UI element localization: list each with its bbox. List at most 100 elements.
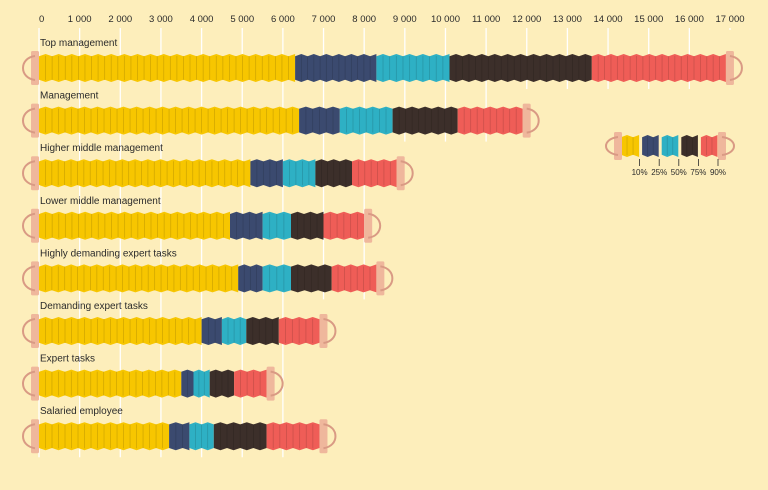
bar-handle-right-loop — [323, 423, 337, 450]
bar-handle-right — [319, 419, 337, 454]
bar-handle-right-plate — [376, 261, 385, 296]
bar-segment — [331, 264, 377, 293]
bar-handle-left-plate — [31, 51, 39, 85]
x-tick-label: 13 000 — [553, 14, 582, 25]
bar-handle-left — [22, 366, 39, 401]
bar-segment-pleats — [45, 161, 245, 186]
bar-handle-right-plate — [266, 366, 275, 401]
bar-row: Management — [22, 91, 540, 138]
bar-handle-left — [22, 208, 39, 243]
bar-segment-pleats — [285, 319, 314, 343]
bar-segment — [230, 211, 263, 240]
legend-handle-right — [718, 132, 735, 160]
bar-segment-pleats — [45, 371, 176, 396]
bar-segment-pleats — [300, 56, 371, 80]
bar-handle-right-loop — [400, 160, 414, 187]
legend-swatch — [642, 135, 659, 157]
bar-handle-left-loop — [22, 423, 36, 450]
bar-handle-right — [725, 51, 743, 85]
legend-swatch-pleats — [706, 137, 713, 155]
bar-segment-pleats — [297, 213, 318, 238]
bar-segment-pleats — [321, 161, 347, 186]
bar-segment — [39, 317, 202, 345]
legend-label: 10% — [632, 168, 648, 177]
bar-segment-pleats — [45, 266, 233, 291]
bar-handle-right — [364, 208, 382, 243]
legend-swatch — [621, 135, 640, 157]
bar-segment — [39, 159, 251, 188]
bar-handle-left — [22, 314, 39, 348]
bar-segment — [262, 264, 291, 293]
bar-handle-left-plate — [31, 314, 39, 348]
bar-segment — [449, 54, 592, 82]
bar-handle-right — [266, 366, 284, 401]
bar-handle-right-plate — [319, 419, 328, 454]
legend-handle-right-plate — [718, 132, 726, 160]
bar-segment-pleats — [198, 371, 205, 396]
bar-handle-right-plate — [396, 156, 405, 191]
bar-segment — [262, 211, 291, 240]
bar-segment-pleats — [305, 108, 334, 133]
bar-segment — [39, 369, 182, 398]
legend-label: 90% — [710, 168, 726, 177]
bar-row: Higher middle management — [22, 143, 414, 191]
bar-segment — [39, 422, 170, 451]
bar-handle-right — [396, 156, 414, 191]
bar-handle-left — [22, 51, 39, 85]
legend-handle-left-loop — [605, 136, 619, 156]
legend-swatch — [700, 135, 718, 157]
bar-handle-left-loop — [22, 107, 36, 134]
bar-handle-right-loop — [526, 107, 540, 134]
bar-segment-pleats — [398, 108, 452, 133]
bar-segment-pleats — [45, 213, 224, 238]
bar-segment-pleats — [269, 266, 285, 291]
bar-segment — [39, 106, 300, 135]
x-tick-label: 16 000 — [675, 14, 704, 25]
bar-handle-left-plate — [31, 103, 39, 138]
bar-segment — [323, 211, 365, 240]
bar-segment — [193, 369, 210, 398]
bar-segment — [282, 159, 316, 188]
bar-segment — [291, 264, 332, 293]
bar-segment-pleats — [256, 161, 277, 186]
category-label: Management — [40, 91, 99, 102]
bar-handle-left-loop — [22, 318, 36, 344]
bar-row: Highly demanding expert tasks — [22, 248, 394, 296]
bar-segment-pleats — [195, 424, 209, 449]
bar-handle-left-loop — [22, 370, 36, 397]
bar-segment — [189, 422, 214, 451]
x-tick-label: 17 000 — [715, 14, 744, 25]
bar-segment — [266, 422, 320, 451]
bar-segment — [250, 159, 283, 188]
category-label: Demanding expert tasks — [40, 301, 148, 312]
bar-segment — [234, 369, 267, 398]
bar-segment-pleats — [236, 213, 257, 238]
bar-handle-left-plate — [31, 366, 39, 401]
category-label: Top management — [40, 38, 117, 49]
category-label: Lower middle management — [40, 196, 161, 207]
legend: 10% 25% 50% 75% 90% — [605, 132, 735, 177]
bar-segment — [291, 211, 324, 240]
x-tick-label: 4 000 — [190, 14, 214, 25]
bar-handle-left — [22, 261, 39, 296]
bar-segment-pleats — [243, 266, 257, 291]
x-tick-label: 8 000 — [352, 14, 376, 25]
bar-handle-left — [22, 419, 39, 454]
legend-swatch — [661, 135, 679, 157]
x-tick-label: 14 000 — [594, 14, 623, 25]
bar-handle-left-plate — [31, 261, 39, 296]
bar-handle-right — [376, 261, 394, 296]
bar-segment — [299, 106, 340, 135]
bar-segment-pleats — [345, 108, 387, 133]
bar-handle-right-plate — [725, 51, 734, 85]
bar-segment — [209, 369, 235, 398]
x-tick-label: 1 000 — [68, 14, 92, 25]
bar-segment-pleats — [455, 56, 586, 80]
bar-handle-left — [22, 156, 39, 191]
bar-segment — [246, 317, 279, 345]
bar-segment-pleats — [45, 319, 196, 343]
bar-handle-right-loop — [270, 370, 284, 397]
x-axis-ticks: 0 1 000 2 000 3 000 4 000 5 000 6 000 7 000 8 00… — [39, 14, 745, 25]
x-tick-label: 3 000 — [149, 14, 173, 25]
bar-segment — [339, 106, 393, 135]
